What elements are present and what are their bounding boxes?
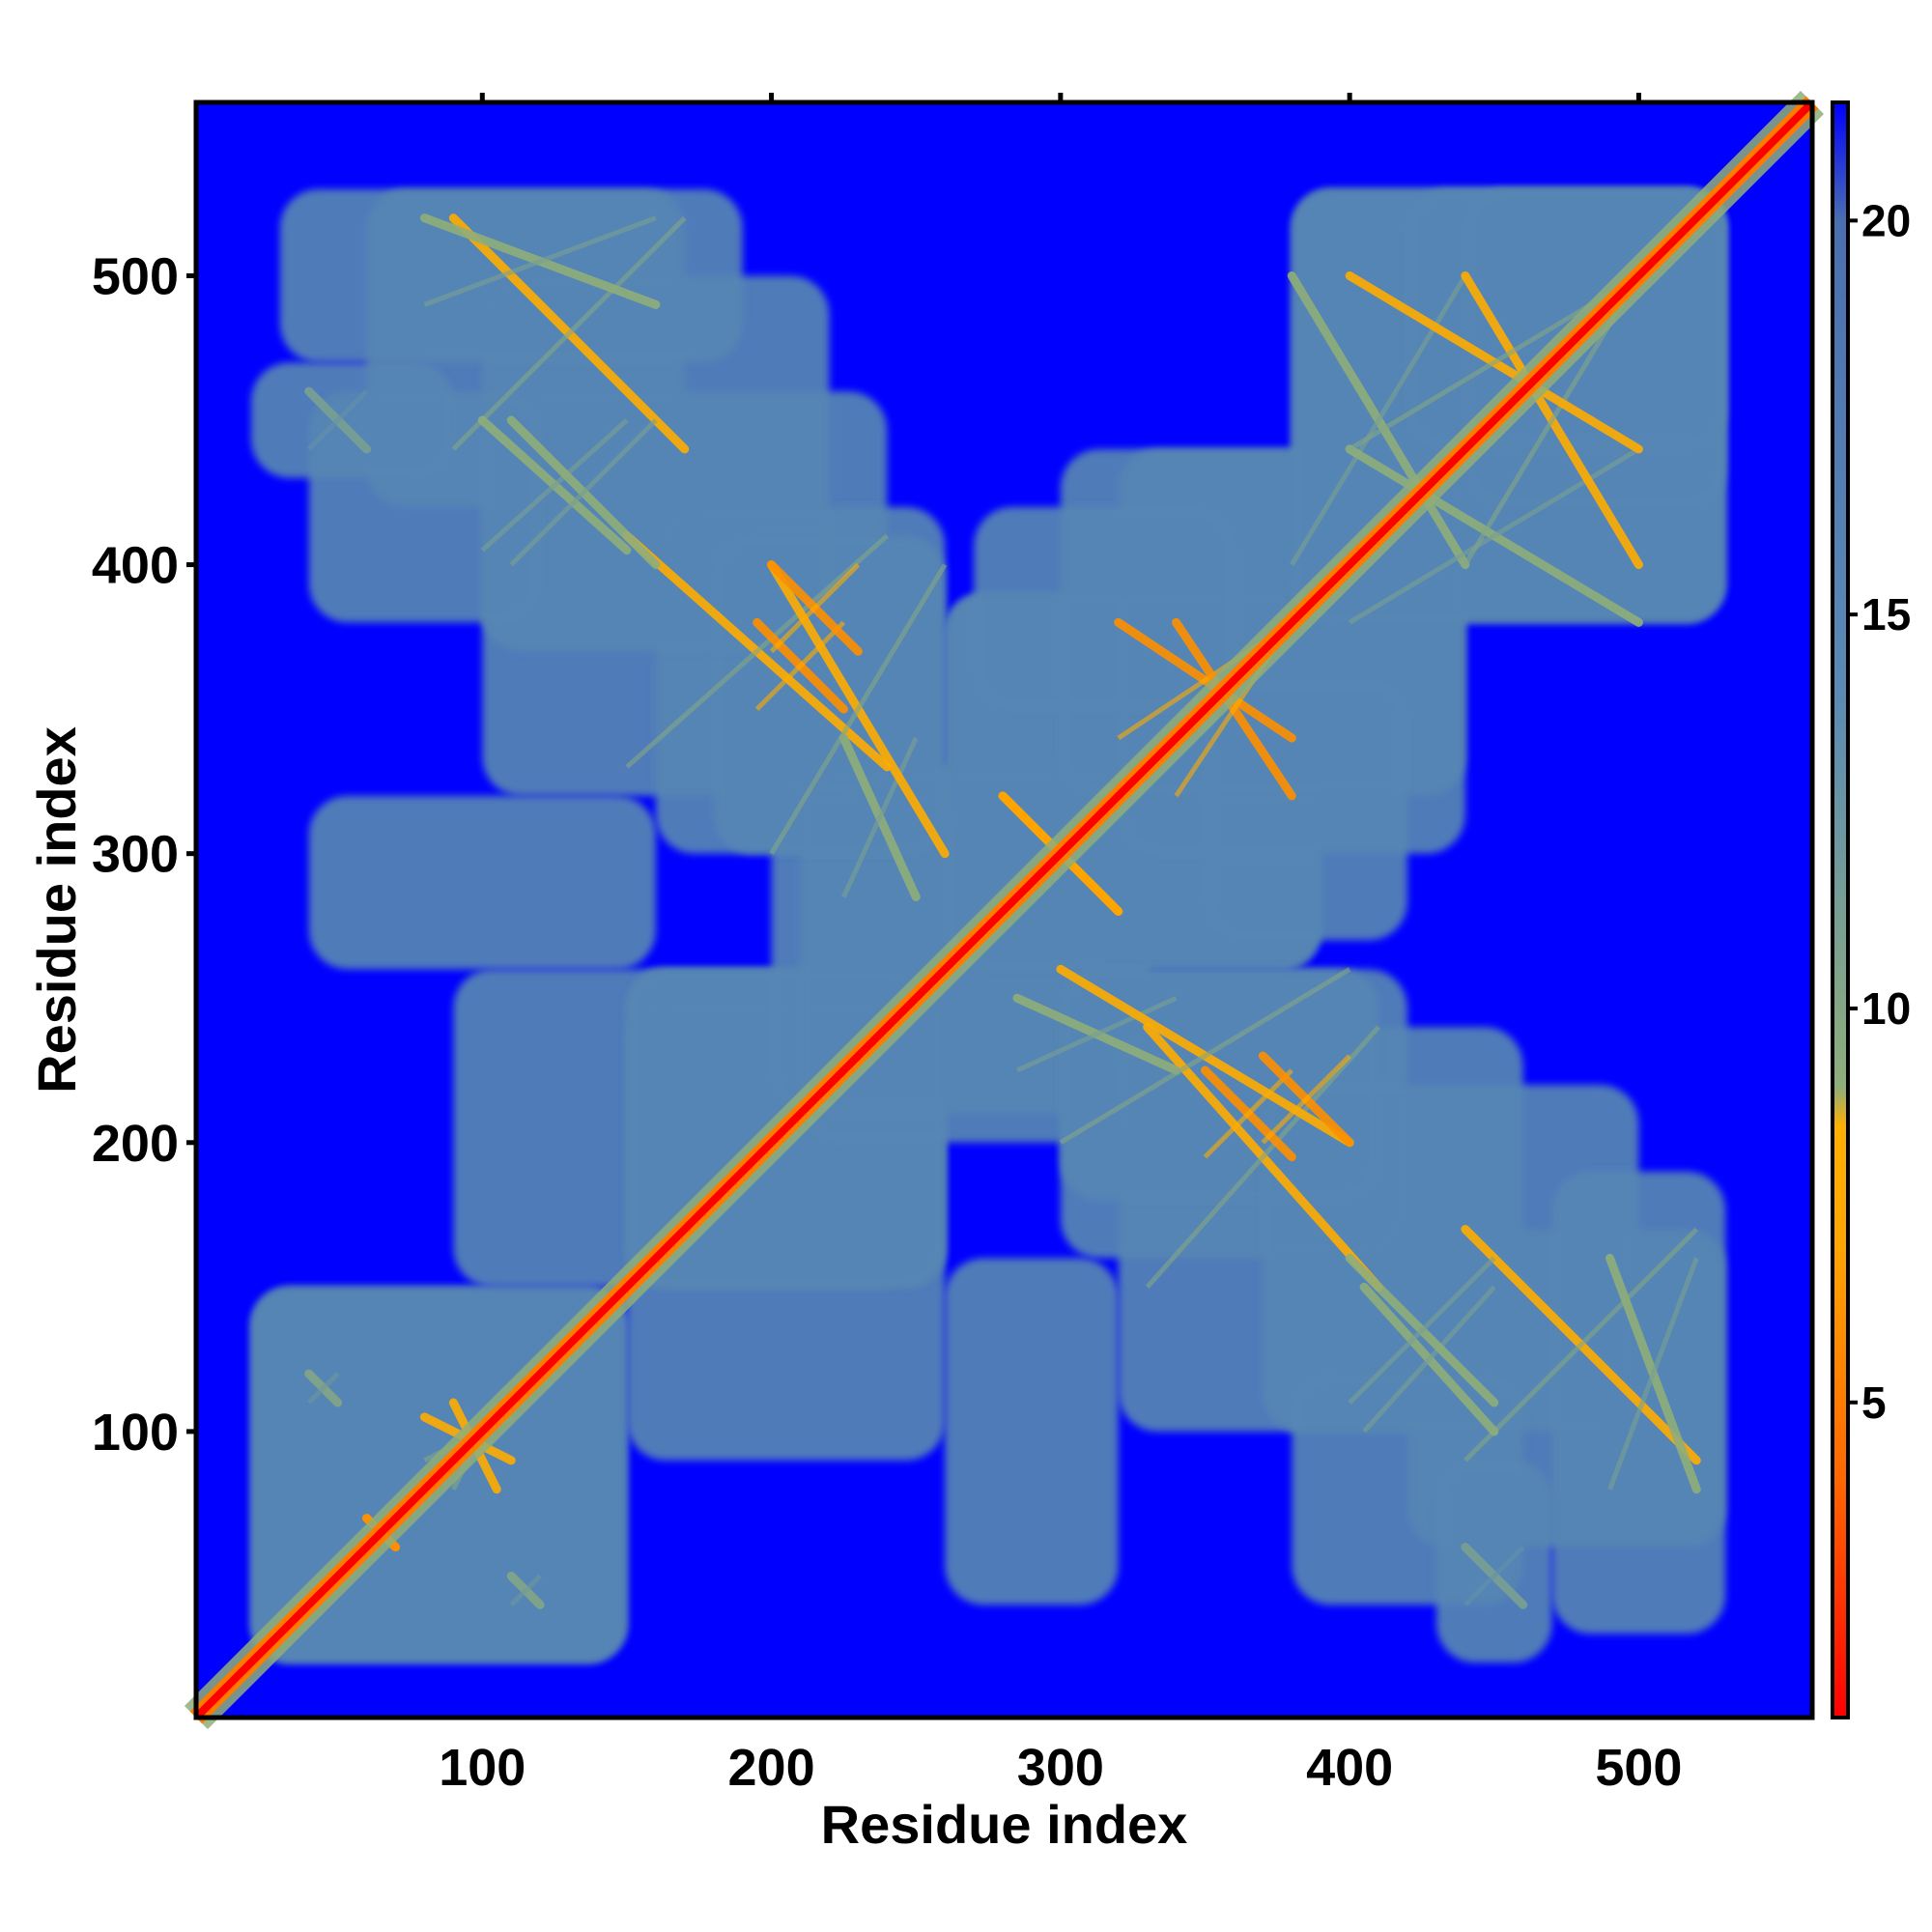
y-axis: 100 200 300 400 500 xyxy=(92,247,196,1462)
contact-feature xyxy=(1203,1068,1294,1159)
heatmap-cell xyxy=(1435,1460,1552,1663)
x-tick-label: 500 xyxy=(1595,1739,1682,1797)
y-tick-label: 300 xyxy=(92,826,179,884)
colorbar-ticks: 5 10 15 20 xyxy=(1848,195,1911,1428)
x-tick-label: 200 xyxy=(728,1739,815,1797)
contact-feature xyxy=(451,215,687,451)
x-tick-label: 300 xyxy=(1017,1739,1104,1797)
contact-feature xyxy=(306,389,369,451)
contact-feature xyxy=(769,562,861,654)
y-axis-title: Residue index xyxy=(26,726,87,1094)
x-axis-title: Residue index xyxy=(821,1794,1188,1855)
contact-feature xyxy=(423,215,657,307)
x-tick-label: 100 xyxy=(439,1739,526,1797)
y-tick-label: 400 xyxy=(92,537,179,595)
heatmap-diagonal xyxy=(184,90,1825,1730)
x-axis: 100 200 300 400 500 xyxy=(439,93,1682,1797)
y-tick-label: 100 xyxy=(92,1404,179,1462)
contact-feature xyxy=(1362,1285,1496,1434)
heatmap-plot-area xyxy=(184,90,1825,1730)
contact-feature xyxy=(1463,1545,1525,1607)
contact-feature xyxy=(1261,1054,1351,1145)
y-tick-label: 200 xyxy=(92,1115,179,1173)
plot-frame xyxy=(193,99,1815,1720)
colorbar: 5 10 15 20 xyxy=(1831,100,1911,1719)
diagonal-core xyxy=(193,99,1815,1720)
contact-feature xyxy=(754,620,846,711)
contact-feature xyxy=(306,1372,340,1405)
y-tick-label: 500 xyxy=(92,247,179,305)
contact-feature xyxy=(509,418,658,567)
contact-feature xyxy=(769,563,948,855)
heatmap-cell xyxy=(1263,1084,1639,1432)
heatmap-cell xyxy=(250,362,454,478)
colorbar-gradient xyxy=(1831,100,1850,1719)
contact-feature xyxy=(625,533,889,769)
contact-feature xyxy=(1059,967,1351,1145)
contact-feature xyxy=(1015,995,1178,1073)
contact-feature xyxy=(1145,1025,1380,1289)
heatmap-cell xyxy=(945,1258,1119,1605)
heatmap-cell xyxy=(1205,680,1408,941)
colorbar-tick-label: 10 xyxy=(1861,983,1911,1034)
contact-features xyxy=(304,213,1701,1609)
contact-feature xyxy=(1348,1256,1496,1405)
heatmap-cell xyxy=(308,795,656,970)
contact-feature xyxy=(1607,1257,1699,1491)
contact-feature xyxy=(1463,1227,1699,1463)
contact-feature xyxy=(509,1574,542,1607)
colorbar-tick-label: 15 xyxy=(1861,589,1911,639)
colorbar-tick-label: 5 xyxy=(1861,1378,1887,1428)
heatmap-cell xyxy=(482,275,830,652)
colorbar-tick-label: 20 xyxy=(1861,195,1911,245)
contact-feature xyxy=(480,418,629,553)
heatmap-cell xyxy=(974,506,1235,710)
contact-feature xyxy=(841,736,919,898)
x-tick-label: 400 xyxy=(1306,1739,1393,1797)
